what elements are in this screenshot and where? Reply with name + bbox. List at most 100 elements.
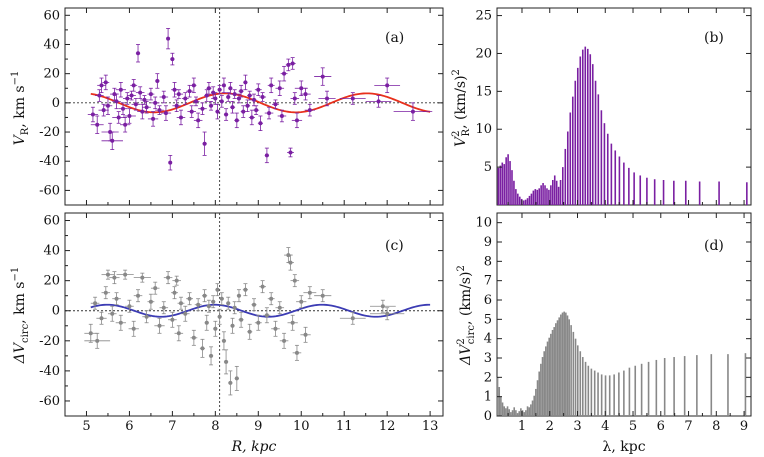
point-marker: [269, 83, 274, 88]
data-point: [95, 89, 104, 102]
point-marker: [294, 350, 299, 355]
data-point: [208, 100, 214, 111]
y-tick-label: -60: [39, 394, 60, 409]
x-tick-label: 1: [518, 419, 526, 434]
data-point: [87, 106, 99, 123]
point-marker: [144, 314, 149, 319]
data-point: [263, 307, 271, 324]
point-marker: [140, 275, 145, 280]
data-point: [267, 292, 275, 306]
panel-d-tag: (d): [704, 238, 724, 254]
point-marker: [260, 95, 265, 100]
point-marker: [226, 95, 231, 100]
point-marker: [221, 83, 226, 88]
data-point: [257, 115, 264, 131]
data-point: [168, 154, 173, 171]
data-point: [101, 286, 111, 300]
point-marker: [178, 115, 183, 120]
data-point: [289, 57, 296, 70]
point-marker: [99, 83, 104, 88]
point-marker: [290, 61, 295, 66]
panel-c-ylabel: ΔVcirc, km s−1: [10, 267, 31, 364]
point-marker: [127, 304, 132, 309]
point-marker: [95, 122, 100, 127]
data-point: [244, 99, 251, 113]
data-point: [236, 289, 242, 303]
data-point: [115, 82, 126, 98]
point-marker: [110, 138, 115, 143]
x-tick-label: 3: [573, 419, 581, 434]
point-marker: [136, 293, 141, 298]
data-point: [116, 269, 134, 280]
y-tick-label: 5: [484, 312, 492, 327]
point-marker: [380, 304, 385, 309]
point-marker: [97, 93, 102, 98]
data-point: [259, 92, 267, 102]
data-point: [176, 109, 186, 126]
point-marker: [90, 112, 95, 117]
data-point: [159, 301, 169, 315]
data-point: [133, 289, 143, 303]
data-point: [125, 299, 134, 313]
x-tick-label: 6: [125, 419, 133, 434]
data-point: [140, 95, 149, 105]
point-marker: [103, 290, 108, 295]
data-point: [122, 92, 132, 105]
data-point: [287, 314, 298, 331]
data-point: [232, 89, 237, 99]
data-point: [181, 92, 189, 105]
point-marker: [161, 305, 166, 310]
data-point: [119, 117, 131, 133]
data-point: [238, 311, 244, 328]
data-point: [234, 365, 239, 391]
point-marker: [307, 290, 312, 295]
point-marker: [325, 96, 330, 101]
y-tick-label: 20: [43, 67, 60, 82]
data-point: [217, 84, 222, 95]
data-point: [147, 293, 155, 310]
point-marker: [350, 96, 355, 101]
data-point: [101, 122, 119, 142]
y-tick-label: 8: [484, 254, 492, 269]
point-marker: [103, 80, 108, 85]
point-marker: [105, 272, 110, 277]
point-marker: [200, 106, 205, 111]
data-point: [271, 320, 280, 337]
x-tick-label: 13: [422, 419, 439, 434]
data-point: [198, 102, 207, 115]
panel-c-tag: (c): [385, 238, 404, 254]
x-axis-title-lambda: λ, kpc: [602, 439, 645, 455]
point-marker: [157, 323, 162, 328]
point-marker: [252, 97, 256, 102]
y-tick-label: 25: [475, 9, 492, 24]
panel-b-tag: (b): [704, 30, 724, 46]
panel-d-ylabel-sub: circ: [466, 325, 477, 345]
point-marker: [142, 97, 147, 102]
point-marker: [116, 115, 121, 120]
data-point: [101, 131, 123, 150]
panel-c-frame: [64, 212, 444, 417]
data-point: [240, 105, 246, 118]
point-marker: [114, 99, 119, 104]
x-tick-label: 12: [379, 419, 396, 434]
point-marker: [118, 87, 123, 92]
point-marker: [204, 320, 209, 325]
panel-a-ylabel-sup: −1: [10, 71, 21, 86]
x-axis-title-r: R, kpc: [231, 439, 277, 455]
y-tick-label: 0: [52, 96, 60, 111]
data-point: [206, 82, 212, 95]
x-tick-label: 8: [211, 419, 219, 434]
data-point: [223, 108, 229, 121]
point-marker: [125, 96, 130, 101]
data-point: [171, 82, 178, 98]
point-marker: [243, 287, 248, 292]
data-point: [292, 344, 302, 361]
point-marker: [299, 299, 304, 304]
data-point: [135, 86, 145, 99]
data-point: [133, 272, 151, 283]
y-tick-label: 60: [43, 8, 60, 23]
data-point: [303, 286, 317, 300]
data-point: [275, 80, 285, 96]
data-point: [318, 90, 336, 107]
